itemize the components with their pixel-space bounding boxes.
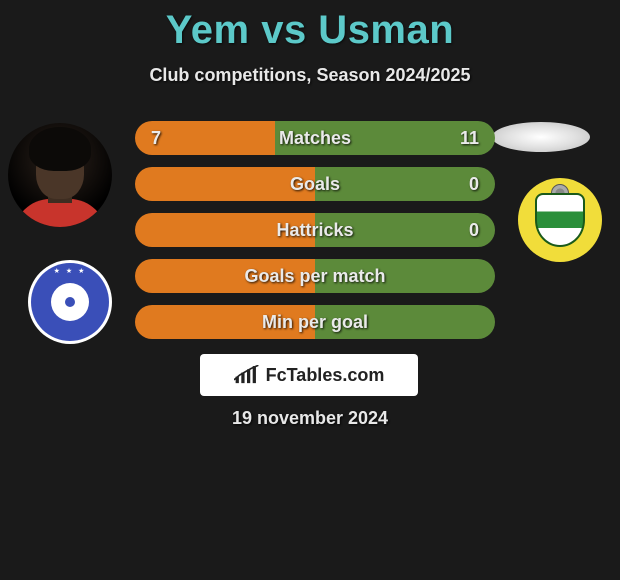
stats-bars: 7 Matches 11 Goals 0 Hattricks 0 Goals per matc… xyxy=(135,121,495,351)
stat-label: Goals xyxy=(290,174,340,195)
stat-row: Goals 0 xyxy=(135,167,495,201)
page-title: Yem vs Usman xyxy=(0,0,620,53)
chart-icon xyxy=(234,365,260,385)
player-left-avatar xyxy=(8,123,112,227)
stat-label: Matches xyxy=(279,128,351,149)
stat-value-right: 11 xyxy=(460,128,479,149)
stat-label: Hattricks xyxy=(276,220,353,241)
stat-value-right: 0 xyxy=(469,174,479,195)
bar-fill-left xyxy=(135,167,315,201)
stat-row: Goals per match xyxy=(135,259,495,293)
stat-value-right: 0 xyxy=(469,220,479,241)
stat-value-left: 7 xyxy=(151,128,161,149)
club-left-badge: ★ ★ ★ xyxy=(28,260,112,344)
club-right-badge xyxy=(518,178,602,262)
stat-row: 7 Matches 11 xyxy=(135,121,495,155)
date-text: 19 november 2024 xyxy=(0,408,620,429)
stat-row: Hattricks 0 xyxy=(135,213,495,247)
stat-row: Min per goal xyxy=(135,305,495,339)
stat-label: Min per goal xyxy=(262,312,368,333)
stat-label: Goals per match xyxy=(244,266,385,287)
watermark: FcTables.com xyxy=(200,354,418,396)
subtitle: Club competitions, Season 2024/2025 xyxy=(0,65,620,86)
watermark-text: FcTables.com xyxy=(266,365,385,386)
player-right-avatar xyxy=(492,122,590,152)
